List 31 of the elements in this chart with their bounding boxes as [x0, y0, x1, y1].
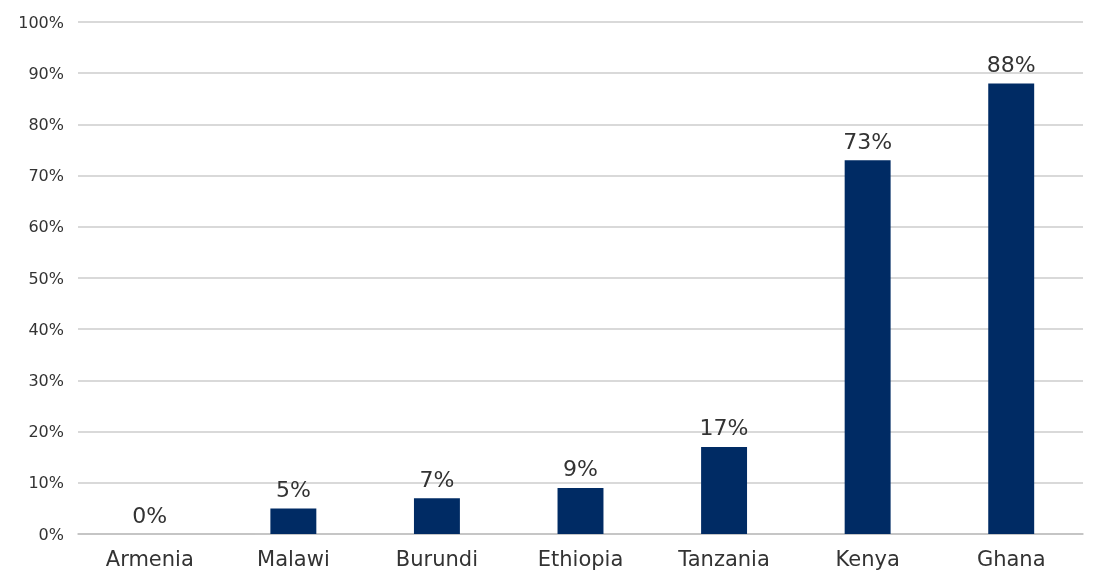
y-tick-label: 100% [18, 12, 64, 32]
bar [988, 83, 1035, 534]
x-tick-label: Burundi [395, 546, 478, 571]
bar [270, 508, 317, 534]
y-tick-label: 50% [28, 268, 64, 288]
x-tick-label: Ghana [976, 546, 1046, 571]
y-tick-label: 40% [28, 319, 64, 339]
data-label: 5% [275, 476, 311, 502]
data-label: 73% [843, 128, 893, 154]
bar [844, 160, 891, 534]
data-label: 88% [986, 51, 1036, 77]
y-tick-label: 30% [28, 370, 64, 390]
x-tick-label: Ethiopia [537, 546, 624, 571]
data-label: 0% [132, 502, 168, 528]
y-tick-label: 20% [28, 422, 64, 442]
y-tick-label: 80% [28, 114, 64, 134]
y-tick-label: 70% [28, 166, 64, 186]
data-label: 7% [419, 466, 455, 492]
data-label: 9% [563, 456, 598, 482]
x-tick-label: Malawi [257, 546, 330, 571]
y-tick-label: 10% [28, 473, 64, 493]
bar [413, 498, 460, 534]
x-tick-label: Kenya [835, 546, 900, 571]
y-tick-label: 0% [38, 524, 64, 544]
data-label: 17% [699, 415, 749, 441]
x-tick-label: Armenia [105, 546, 194, 571]
y-tick-label: 90% [28, 63, 64, 83]
bar [701, 446, 748, 534]
bar [557, 487, 604, 534]
y-tick-label: 60% [28, 217, 64, 237]
x-tick-label: Tanzania [677, 546, 770, 571]
